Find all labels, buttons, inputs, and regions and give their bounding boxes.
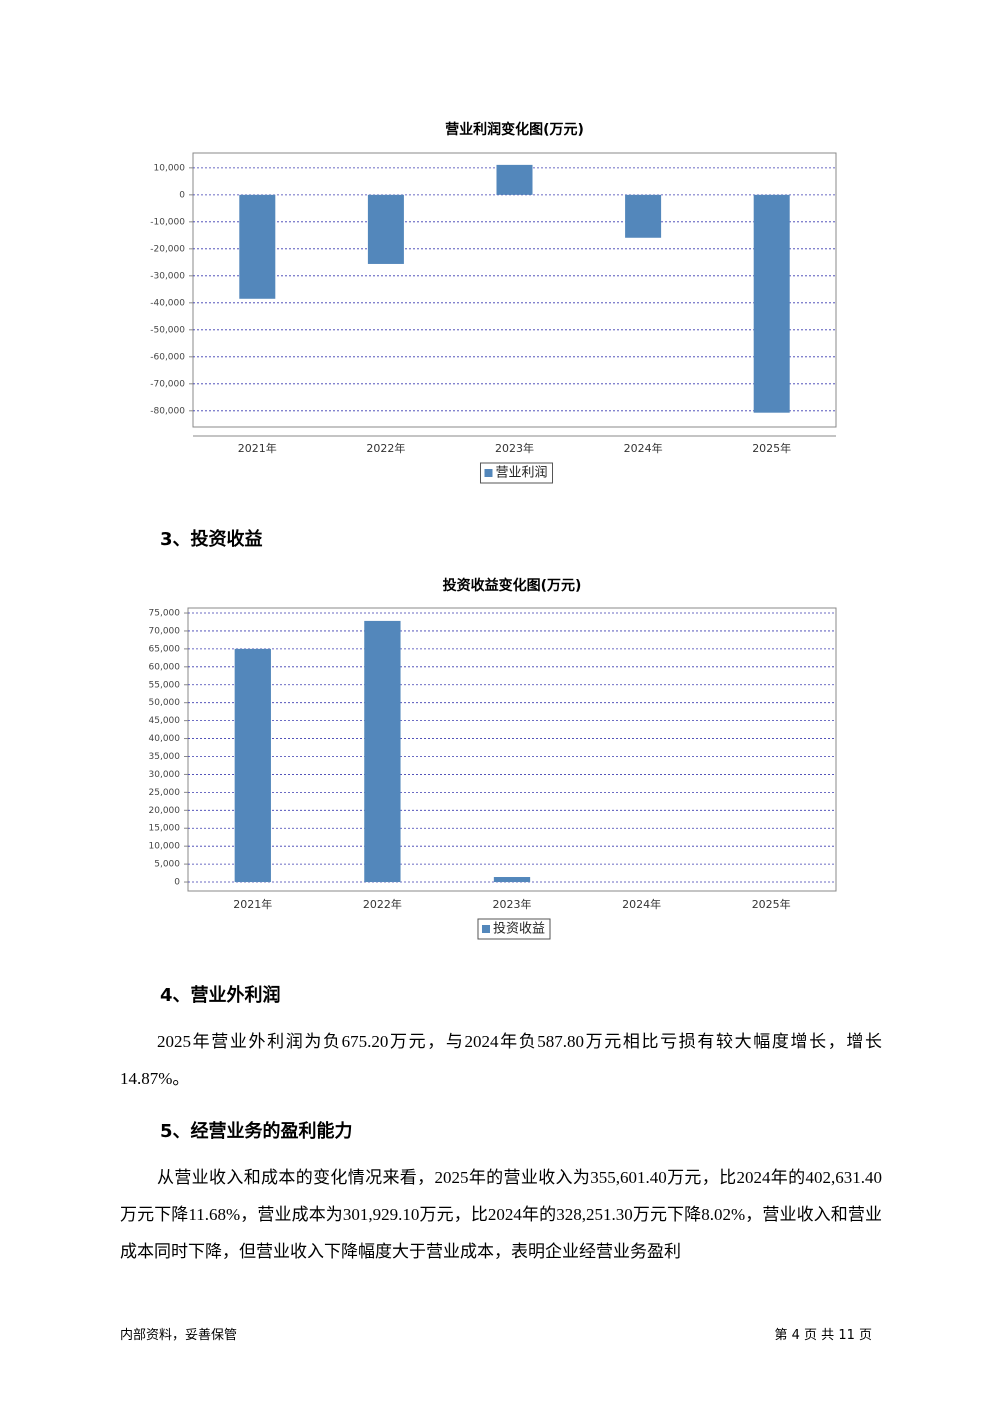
y-tick-label: 25,000 — [149, 788, 181, 798]
y-tick-label: 10,000 — [154, 163, 186, 173]
heading: 5、经营业务的盈利能力 — [160, 1121, 353, 1142]
paragraph: 2025年营业外利润为负675.20万元，与2024年负587.80万元相比亏损… — [120, 1032, 882, 1088]
y-tick-label: 50,000 — [149, 698, 181, 708]
y-tick-label: -40,000 — [150, 298, 185, 308]
y-tick-label: 30,000 — [149, 770, 181, 780]
bar — [625, 194, 662, 238]
y-tick-label: -20,000 — [150, 244, 185, 254]
y-tick-label: 15,000 — [149, 824, 181, 834]
y-tick-label: 45,000 — [149, 716, 181, 726]
legend-box — [479, 462, 554, 484]
bar — [753, 194, 790, 413]
legend-swatch — [481, 925, 490, 933]
bar — [234, 648, 271, 883]
x-tick-label: 2022年 — [363, 897, 402, 911]
y-tick-label: -50,000 — [150, 325, 185, 335]
legend-box — [477, 918, 551, 940]
x-tick-label: 2022年 — [366, 441, 405, 455]
heading: 4、营业外利润 — [160, 985, 281, 1006]
bar — [496, 164, 533, 195]
y-tick-label: -10,000 — [150, 217, 185, 227]
y-tick-label: 65,000 — [149, 644, 181, 654]
x-tick-label: 2023年 — [493, 897, 532, 911]
y-tick-label: -70,000 — [150, 379, 185, 389]
plot-area — [192, 152, 837, 428]
heading: 3、投资收益 — [160, 529, 263, 550]
bar — [239, 194, 276, 299]
x-tick-label: 2021年 — [238, 441, 277, 455]
x-tick-label: 2025年 — [752, 897, 791, 911]
y-tick-label: -30,000 — [150, 271, 185, 281]
paragraph: 从营业收入和成本的变化情况来看，2025年的营业收入为355,601.40万元，… — [120, 1168, 882, 1261]
y-tick-label: 35,000 — [149, 752, 181, 762]
y-tick-label: 55,000 — [149, 680, 181, 690]
y-tick-label: 0 — [174, 878, 180, 888]
legend-label: 营业利润 — [495, 466, 547, 481]
x-tick-label: 2021年 — [233, 897, 272, 911]
y-tick-label: 40,000 — [149, 734, 181, 744]
bar — [364, 620, 401, 883]
plot-area — [187, 607, 837, 892]
legend-swatch — [484, 469, 493, 477]
legend-label: 投资收益 — [493, 921, 545, 937]
charts: 营业利润变化图(万元) 10,000 0 -10,000 -20,000 -30,000 -… — [149, 121, 837, 940]
bar — [367, 194, 404, 264]
y-tick-label: 60,000 — [149, 662, 181, 672]
y-tick-label: 70,000 — [149, 626, 181, 636]
y-tick-label: -80,000 — [150, 406, 185, 416]
chart-title: 投资收益变化图(万元) — [443, 577, 582, 594]
x-tick-label: 2023年 — [495, 441, 534, 455]
y-tick-label: 75,000 — [149, 609, 181, 619]
chart-title: 营业利润变化图(万元) — [445, 121, 584, 138]
footer-left: 内部资料，妥善保管 — [120, 1328, 238, 1343]
y-tick-label: 20,000 — [149, 806, 181, 816]
y-tick-label: 10,000 — [149, 842, 181, 852]
y-tick-label: 0 — [179, 190, 185, 200]
bar — [493, 877, 531, 883]
x-tick-label: 2025年 — [752, 441, 791, 455]
y-tick-label: 5,000 — [154, 860, 180, 870]
x-tick-label: 2024年 — [622, 897, 661, 911]
x-tick-label: 2024年 — [624, 441, 663, 455]
footer-right: 第 4 页 共 11 页 — [774, 1328, 872, 1343]
y-tick-label: -60,000 — [150, 352, 185, 362]
